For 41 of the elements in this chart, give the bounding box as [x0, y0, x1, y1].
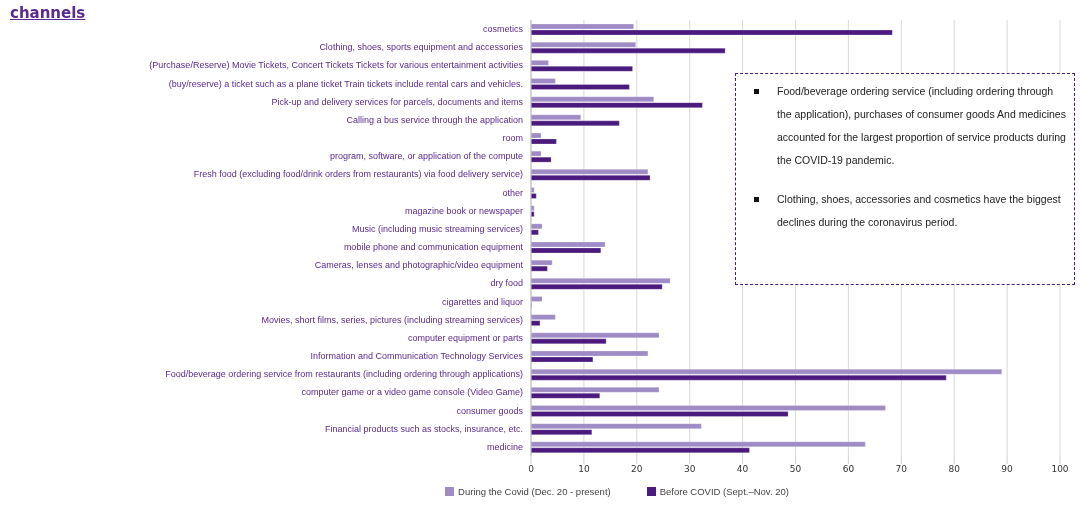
x-tick-label: 90 [1001, 464, 1014, 475]
y-tick-label: (buy/reserve) a ticket such as a plane ticket Train tickets include rental cars and vehicles. [168, 78, 523, 89]
annotation: Clothing, shoes, accessories and cosmetics have the biggest declines during the coronavirus period. [777, 192, 1062, 230]
y-tick-label: Fresh food (excluding food/drink orders from restaurants) via food delivery service) [193, 169, 523, 180]
y-tick-label: Clothing, shoes, sports equipment and accessories [319, 42, 524, 53]
y-tick-label: (Purchase/Reserve) Movie Tickets, Concert Tickets Tickets for various entertainment activities [149, 60, 524, 71]
y-tick-label: other [502, 187, 523, 198]
y-tick-label: Music (including music streaming services) [351, 223, 523, 234]
y-tick-label: cosmetics [482, 24, 524, 35]
x-tick-label: 70 [895, 464, 908, 475]
y-tick-label: Movies, short films, series, pictures (including streaming services) [261, 314, 523, 325]
y-tick-label: Cameras, lenses and photographic/video equipment [314, 260, 524, 271]
y-tick-label: Pick-up and delivery services for parcels, documents and items [271, 96, 524, 107]
y-tick-label: dry food [490, 278, 523, 289]
x-tick-label: 30 [683, 464, 696, 475]
y-tick-label: room [502, 133, 523, 144]
y-tick-label: Information and Communication Technology Services [310, 351, 524, 362]
y-tick-label: magazine book or newspaper [404, 205, 523, 216]
y-tick-label: medicine [486, 441, 523, 452]
legend-label: During the Covid (Dec. 20 - present) [458, 486, 611, 497]
x-tick-label: 50 [789, 464, 802, 475]
annotation: Food/beverage ordering service (including ordering through the application), purchases of consumer goods And medicines accounted for the largest proportion of service products during the COVID-19 pandemic. [777, 84, 1066, 168]
x-tick-label: 100 [1051, 464, 1069, 475]
y-tick-label: Calling a bus service through the application [346, 114, 523, 125]
note-box: Food/beverage ordering service (including ordering through the application), purchases of consumer goods And medicines accounted for the largest proportion of service products during the COVID-19 pandemic. Clothing, shoes, accessories and cosmetics have the biggest declines during the coronavirus period. [735, 73, 1075, 285]
x-tick-label: 60 [842, 464, 855, 475]
x-tick-label: 80 [948, 464, 961, 475]
x-tick-label: 40 [736, 464, 749, 475]
y-tick-label: cigarettes and liquor [441, 296, 523, 307]
y-tick-label: program, software, or application of the compute [329, 151, 523, 162]
x-tick-label: 10 [578, 464, 590, 475]
y-tick-label: mobile phone and communication equipment [343, 242, 524, 253]
y-tick-label: Food/beverage ordering service from restaurants (including ordering through applications) [165, 369, 523, 380]
legend-label: Before COVID (Sept.–Nov. 20) [659, 486, 789, 497]
y-tick-label: consumer goods [456, 405, 524, 416]
text: channels [10, 4, 86, 22]
y-tick-label: Financial products such as stocks, insurance, etc. [324, 423, 523, 434]
y-tick-label: computer game or a video game console (Video Game) [301, 387, 523, 398]
x-tick-label: 20 [631, 464, 643, 475]
y-tick-label: computer equipment or parts [407, 332, 524, 343]
x-tick-label: 0 [528, 464, 535, 475]
